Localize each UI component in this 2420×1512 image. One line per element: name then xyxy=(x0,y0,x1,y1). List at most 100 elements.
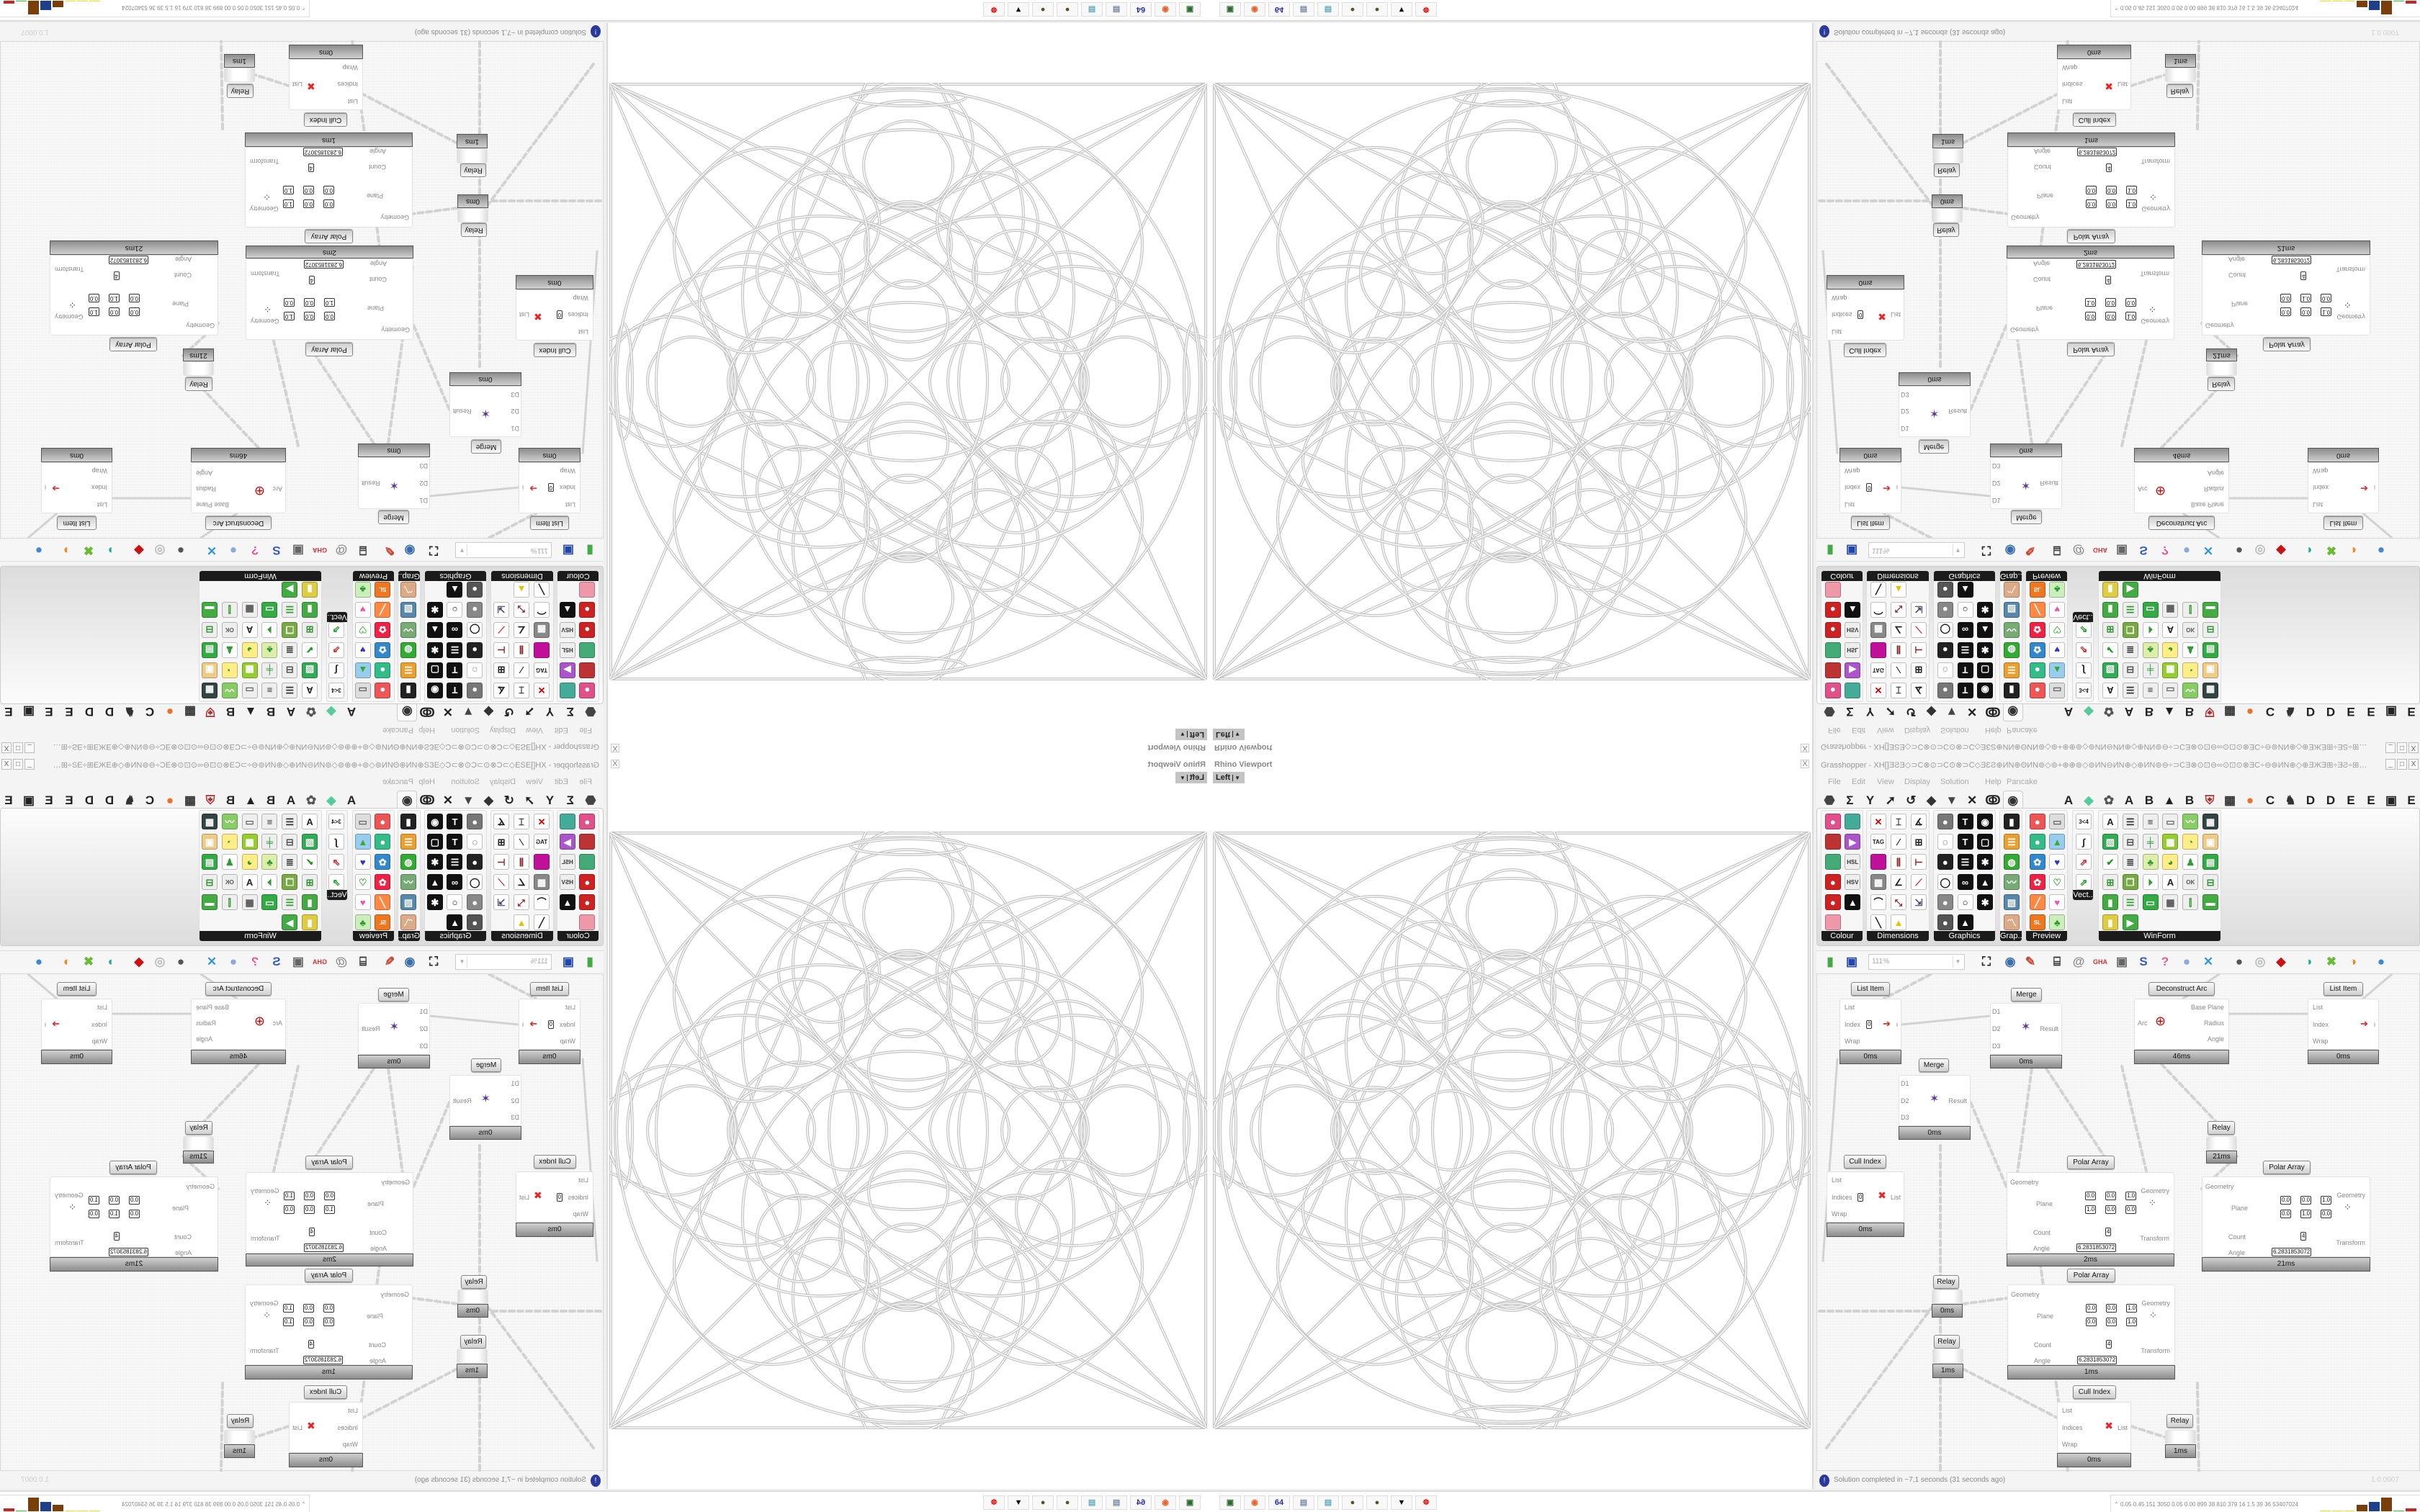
input-wrap[interactable]: Wrap xyxy=(342,1441,358,1449)
input-count[interactable]: Count xyxy=(2034,1341,2052,1349)
plugin-b2-tab-icon[interactable]: B xyxy=(2184,705,2195,719)
blur-circle-icon[interactable]: ● xyxy=(1937,854,1953,870)
panel-label[interactable]: Grap... xyxy=(2000,931,2022,941)
input-geometry[interactable]: Geometry xyxy=(2011,214,2040,221)
menu-pancake[interactable]: Pancake xyxy=(382,778,413,786)
node-title[interactable]: List Item xyxy=(2323,516,2363,530)
node-title[interactable]: Merge xyxy=(378,510,409,524)
plane-plane_z-y[interactable]: 1.0 xyxy=(108,294,120,302)
input-index[interactable]: Index xyxy=(91,1020,107,1028)
firefox-icon[interactable]: ◉ xyxy=(1244,2,1265,17)
zoom-field[interactable]: 111% ▼ xyxy=(455,542,552,558)
input-geometry[interactable]: Geometry xyxy=(380,1291,409,1298)
arc-dimension-icon[interactable]: ⟋ xyxy=(1911,622,1927,638)
gradient-square-icon[interactable] xyxy=(579,582,596,598)
output-geometry[interactable]: Geometry xyxy=(251,1187,279,1194)
calendar-icon[interactable]: ▦ xyxy=(2162,602,2179,618)
plane-plane_origin-y[interactable]: 0.0 xyxy=(2105,1192,2117,1200)
node-title[interactable]: Polar Array xyxy=(109,1161,157,1174)
brush-icon[interactable]: ✎ xyxy=(384,955,395,968)
input-geometry[interactable]: Geometry xyxy=(186,1183,215,1190)
pie-yellow-icon[interactable]: ◔ xyxy=(221,662,238,678)
node-body[interactable]: Geometry Plane Count Angle Geometry Transform… xyxy=(2202,1176,2370,1257)
node-body[interactable] xyxy=(457,208,488,222)
orange-sphere-icon[interactable]: ◑ xyxy=(2349,544,2357,557)
bar-chart-icon[interactable]: ▮ xyxy=(400,683,416,698)
beetle-app-2-icon[interactable]: ● xyxy=(1366,1495,1388,1510)
tag-delete-icon[interactable]: ✕ xyxy=(1870,683,1886,698)
input-count[interactable]: Count xyxy=(2228,1233,2246,1241)
slider-h-icon[interactable]: ⊟ xyxy=(282,662,298,678)
input-indices[interactable]: Indices xyxy=(568,1193,588,1201)
plane-plane_z-x[interactable]: 1.0 xyxy=(323,298,335,307)
angular-dimension-icon[interactable]: ∡ xyxy=(1911,683,1927,698)
rounded-square-icon[interactable]: ▢ xyxy=(426,662,443,678)
chart-form-icon[interactable]: 〰 xyxy=(2182,814,2199,829)
spline-dimension-icon[interactable]: ⌒ xyxy=(1870,602,1886,618)
picture-frame-icon[interactable]: ▧ xyxy=(400,894,416,910)
frame-icon[interactable]: ▣ xyxy=(201,662,218,678)
output-angle[interactable]: Angle xyxy=(196,469,213,477)
output-angle[interactable]: Angle xyxy=(2207,1035,2224,1043)
eye-circle-icon[interactable]: ◉ xyxy=(426,683,443,698)
panel-label[interactable]: Graphics xyxy=(425,931,486,941)
blur-circle-icon[interactable]: ● xyxy=(1937,642,1953,658)
node-body[interactable]: D1 D2 D3 Result ✶ xyxy=(449,386,521,437)
view-selector[interactable]: Left ▼ xyxy=(1213,729,1245,740)
bake-icon[interactable]: ▣ xyxy=(292,955,305,968)
line-dimension-icon[interactable]: ⁄ xyxy=(1891,834,1906,850)
rooster-tab-icon[interactable]: ♞ xyxy=(124,793,135,807)
pie-yellow-icon[interactable]: ◔ xyxy=(2182,662,2199,678)
input-list[interactable]: List xyxy=(347,1406,358,1414)
angle-value[interactable]: 6.2831853072 xyxy=(2076,1243,2117,1252)
camera-icon[interactable]: ▭ xyxy=(354,683,371,698)
display-tab-icon[interactable]: ◉ xyxy=(2007,705,2019,719)
green-cube-icon[interactable] xyxy=(579,642,596,658)
plugin-a2-tab-icon[interactable]: A xyxy=(2124,793,2134,807)
plane-plane_z-z[interactable]: 0.0 xyxy=(2125,1205,2137,1214)
progress-bar-icon[interactable]: ▬ xyxy=(201,894,218,910)
colour-wheel-icon[interactable]: ● xyxy=(1824,683,1841,698)
plane-plane_origin-y[interactable]: 0.0 xyxy=(303,1192,315,1200)
leader-icon[interactable]: ⇲ xyxy=(1911,894,1927,910)
plane-plane_origin-z[interactable]: 1.0 xyxy=(2321,1196,2332,1205)
input-list[interactable]: List xyxy=(1832,328,1842,336)
node-title[interactable]: Relay xyxy=(461,223,487,237)
input-plane[interactable]: Plane xyxy=(366,192,383,199)
input-geometry[interactable]: Geometry xyxy=(2205,322,2234,329)
plugin-a2-tab-icon[interactable]: A xyxy=(2124,705,2134,719)
hsv-icon[interactable]: HSV xyxy=(559,874,575,890)
dotted-circle-icon[interactable]: ◌ xyxy=(1937,834,1953,850)
label-a-icon[interactable]: A xyxy=(2102,683,2118,698)
landscape-icon[interactable]: ▲ xyxy=(2049,662,2066,678)
dotted-square-tab-icon[interactable]: ▣ xyxy=(2385,793,2398,807)
bar-graph-form-icon[interactable]: ▮ xyxy=(2102,914,2118,930)
line-graph-icon[interactable]: 〰 xyxy=(2004,622,2020,638)
frame-icon[interactable]: ▣ xyxy=(201,834,218,850)
plugin-e3-tab-icon[interactable]: E xyxy=(2407,705,2416,719)
input-angle[interactable]: Angle xyxy=(369,260,387,267)
close-button[interactable]: X xyxy=(1,742,12,753)
ring-icon[interactable]: ◯ xyxy=(467,622,483,638)
line-dimension-icon[interactable]: ⁄ xyxy=(514,662,529,678)
scroll-app-icon[interactable]: ▤ xyxy=(1106,1495,1127,1510)
line-graph-icon[interactable]: 〰 xyxy=(400,622,416,638)
menu-display[interactable]: Display xyxy=(1904,778,1931,786)
teal-shape-icon[interactable]: ◗ xyxy=(2305,544,2314,557)
floppy-64-icon[interactable]: 64 xyxy=(1130,2,1152,17)
node-title[interactable]: Relay xyxy=(1933,1275,1959,1289)
radial-dimension-icon[interactable]: ⤡ xyxy=(1891,602,1906,618)
asterisk-circle-icon[interactable]: ✱ xyxy=(426,642,443,658)
output-transform[interactable]: Transform xyxy=(2336,1239,2365,1246)
pie-chart-icon[interactable]: ◕ xyxy=(241,854,258,870)
angle-value[interactable]: 6.2831853072 xyxy=(303,1243,344,1252)
blue-heart-icon[interactable]: ♥ xyxy=(2049,642,2066,658)
panel-label[interactable]: Dimensions xyxy=(1867,571,1929,581)
bar-graph-form-icon[interactable]: ▮ xyxy=(2102,582,2118,598)
plugin-e3-tab-icon[interactable]: E xyxy=(4,705,13,719)
count-value[interactable]: 4 xyxy=(113,1232,120,1241)
text-t-icon[interactable]: T xyxy=(1957,662,1973,678)
preview-eye-icon[interactable]: ◉ xyxy=(404,955,416,968)
shield-tab-icon[interactable]: ⛨ xyxy=(2205,793,2215,807)
output-angle[interactable]: Angle xyxy=(196,1035,213,1043)
